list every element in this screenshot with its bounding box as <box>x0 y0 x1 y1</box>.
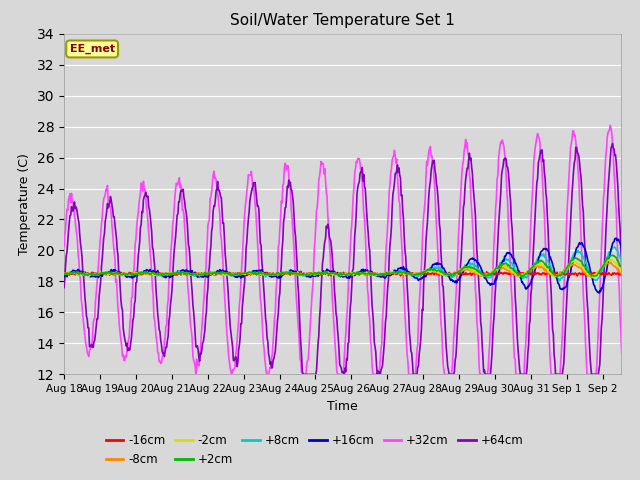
Title: Soil/Water Temperature Set 1: Soil/Water Temperature Set 1 <box>230 13 455 28</box>
Legend: -16cm, -8cm, -2cm, +2cm, +8cm, +16cm, +32cm, +64cm: -16cm, -8cm, -2cm, +2cm, +8cm, +16cm, +3… <box>101 430 528 471</box>
X-axis label: Time: Time <box>327 400 358 413</box>
Text: EE_met: EE_met <box>70 44 115 54</box>
Y-axis label: Temperature (C): Temperature (C) <box>18 153 31 255</box>
